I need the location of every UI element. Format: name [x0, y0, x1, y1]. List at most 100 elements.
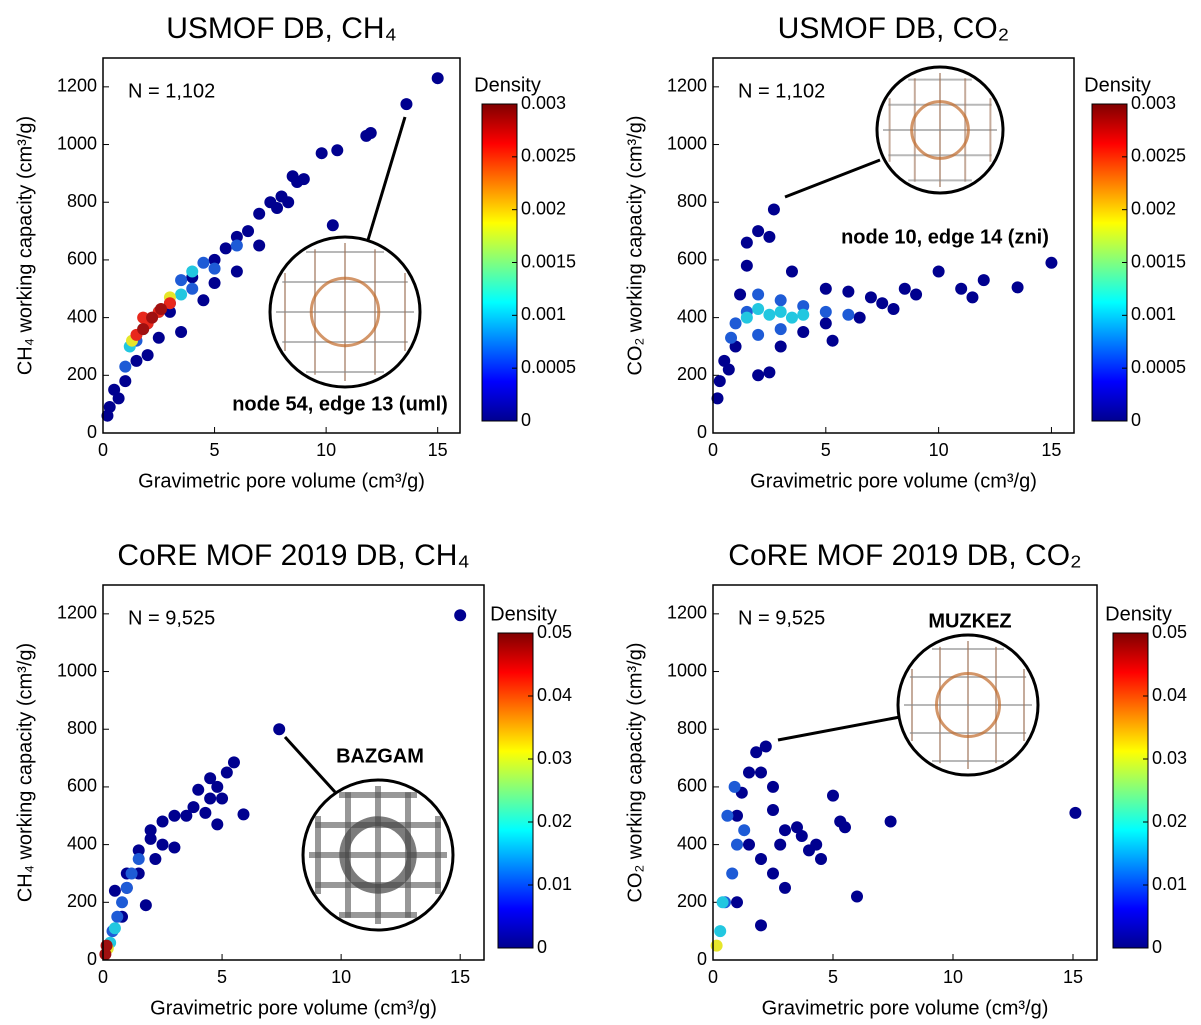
x-tick-label: 0	[98, 967, 108, 987]
point	[714, 375, 726, 387]
point	[145, 833, 157, 845]
point	[714, 925, 726, 937]
point	[899, 283, 911, 295]
point	[775, 306, 787, 318]
point	[730, 317, 742, 329]
x-tick-label: 10	[929, 440, 949, 460]
y-tick-label: 1000	[57, 660, 97, 680]
point	[786, 265, 798, 277]
point	[888, 303, 900, 315]
point	[121, 882, 133, 894]
y-tick-label: 0	[697, 422, 707, 442]
point	[734, 289, 746, 301]
point	[743, 767, 755, 779]
point	[231, 240, 243, 252]
y-tick-label: 1000	[57, 133, 97, 153]
colorbar-tick-label: 0.0015	[1131, 251, 1186, 271]
x-tick-label: 0	[708, 440, 718, 460]
x-tick-label: 15	[1041, 440, 1061, 460]
colorbar-tick-label: 0	[1152, 937, 1162, 957]
point	[842, 286, 854, 298]
y-tick-label: 1200	[667, 76, 707, 96]
point	[721, 810, 733, 822]
colorbar-tick-label: 0.03	[1152, 748, 1187, 768]
point	[741, 312, 753, 324]
colorbar-tick-label: 0.04	[537, 685, 572, 705]
point	[327, 219, 339, 231]
leader-line	[785, 160, 880, 197]
point	[729, 781, 741, 793]
y-axis-label: CH₄ working capacity (cm³/g)	[14, 116, 36, 375]
structure-inset	[270, 237, 420, 387]
page: {"chart_data": [ {"type": "scatter", "ti…	[0, 0, 1201, 1025]
point	[186, 283, 198, 295]
point	[113, 392, 125, 404]
y-tick-label: 200	[67, 364, 97, 384]
x-tick-label: 5	[217, 967, 227, 987]
colorbar-tick-label: 0.0025	[1131, 146, 1186, 166]
x-tick-label: 10	[331, 967, 351, 987]
colorbar-tick-label: 0.001	[1131, 304, 1176, 324]
point	[197, 294, 209, 306]
colorbar-tick-label: 0.0025	[521, 146, 576, 166]
point	[752, 289, 764, 301]
point	[253, 240, 265, 252]
point	[767, 867, 779, 879]
point	[360, 130, 372, 142]
y-tick-label: 400	[677, 306, 707, 326]
point	[752, 329, 764, 341]
annotation: node 54, edge 13 (uml)	[232, 393, 448, 415]
point	[827, 335, 839, 347]
chart-title: CoRE MOF 2019 DB, CO₂	[728, 539, 1081, 572]
point	[779, 882, 791, 894]
annotation: BAZGAM	[336, 745, 424, 767]
chart-title: USMOF DB, CO₂	[778, 12, 1010, 45]
annotation: MUZKEZ	[928, 610, 1011, 632]
point	[331, 144, 343, 156]
point	[755, 919, 767, 931]
y-tick-label: 1200	[57, 76, 97, 96]
point	[242, 225, 254, 237]
point	[211, 818, 223, 830]
y-tick-label: 1000	[667, 133, 707, 153]
chart-title: CoRE MOF 2019 DB, CH₄	[117, 539, 469, 572]
point	[175, 289, 187, 301]
structure-inset	[303, 780, 453, 930]
y-axis-label: CO₂ working capacity (cm³/g)	[624, 115, 646, 375]
annotation: N = 9,525	[128, 607, 215, 629]
colorbar-tick-label: 0.003	[521, 93, 566, 113]
point	[803, 844, 815, 856]
x-tick-label: 15	[450, 967, 470, 987]
point	[743, 839, 755, 851]
point	[1045, 257, 1057, 269]
chart-title: USMOF DB, CH₄	[166, 12, 397, 45]
colorbar-tick-label: 0.02	[1152, 811, 1187, 831]
point	[237, 808, 249, 820]
point	[119, 375, 131, 387]
point	[966, 291, 978, 303]
colorbar-tick-label: 0.0005	[1131, 357, 1186, 377]
x-axis-label: Gravimetric pore volume (cm³/g)	[750, 470, 1037, 492]
point	[142, 349, 154, 361]
y-tick-label: 1200	[57, 603, 97, 623]
point	[1069, 807, 1081, 819]
leader-line	[778, 717, 900, 740]
point	[192, 784, 204, 796]
point	[775, 323, 787, 335]
x-axis-label: Gravimetric pore volume (cm³/g)	[150, 997, 437, 1019]
colorbar-tick-label: 0.0005	[521, 357, 576, 377]
annotation: N = 1,102	[738, 80, 825, 102]
point	[820, 306, 832, 318]
point	[153, 332, 165, 344]
point	[137, 323, 149, 335]
panel: USMOF DB, CO₂ Gravimetric pore volume (cm…	[624, 12, 1186, 492]
point	[738, 824, 750, 836]
point	[775, 340, 787, 352]
point	[175, 274, 187, 286]
leader-line	[285, 737, 335, 792]
colorbar-tick-label: 0.0015	[521, 251, 576, 271]
y-tick-label: 0	[697, 949, 707, 969]
y-tick-label: 800	[67, 718, 97, 738]
structure-inset	[898, 635, 1038, 775]
colorbar-tick-label: 0.03	[537, 748, 572, 768]
